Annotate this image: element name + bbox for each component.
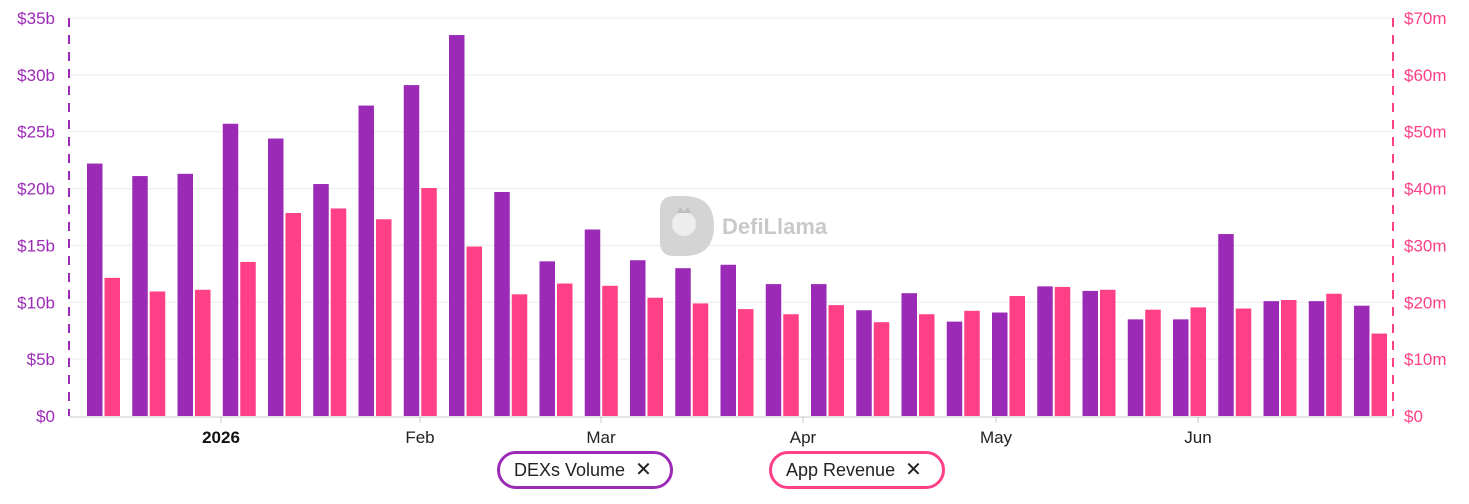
app-revenue-bar[interactable]: [1055, 287, 1071, 416]
dexs-volume-bar[interactable]: [449, 35, 465, 416]
dexs-volume-bar[interactable]: [540, 261, 556, 416]
left-tick-label: $20b: [17, 180, 55, 199]
right-tick-label: $40m: [1404, 180, 1447, 199]
left-tick-label: $15b: [17, 236, 55, 255]
legend-dexs-volume-label: DEXs Volume: [514, 460, 625, 481]
x-tick-label: Jun: [1184, 428, 1211, 447]
dexs-volume-bar[interactable]: [811, 284, 827, 416]
right-tick-label: $70m: [1404, 9, 1447, 28]
legend-dexs-volume-button[interactable]: DEXs Volume ✕: [497, 451, 673, 489]
dexs-volume-bar[interactable]: [585, 230, 601, 416]
right-tick-label: $0: [1404, 407, 1423, 426]
dexs-volume-bar[interactable]: [494, 192, 510, 416]
right-axis-ticks: $0 $10m $20m $30m $40m $50m $60m $70m: [1404, 9, 1447, 426]
dexs-volume-bar[interactable]: [268, 139, 284, 416]
right-tick-label: $60m: [1404, 66, 1447, 85]
app-revenue-bar[interactable]: [240, 262, 256, 416]
dexs-volume-bar[interactable]: [87, 164, 103, 416]
app-revenue-bar[interactable]: [150, 291, 166, 416]
dexs-volume-bar[interactable]: [947, 322, 963, 416]
dexs-volume-bar[interactable]: [1037, 286, 1053, 416]
defillama-watermark: DefiLlama: [660, 196, 828, 256]
left-tick-label: $30b: [17, 66, 55, 85]
app-revenue-bar[interactable]: [1372, 334, 1388, 416]
x-axis-ticks: 2026 Feb Mar Apr May Jun: [202, 417, 1212, 447]
x-tick-label: 2026: [202, 428, 240, 447]
dexs-volume-bar[interactable]: [1173, 319, 1189, 416]
app-revenue-bar[interactable]: [105, 278, 121, 416]
dexs-volume-bar[interactable]: [132, 176, 148, 416]
app-revenue-bar[interactable]: [1236, 309, 1252, 416]
app-revenue-bar[interactable]: [1010, 296, 1026, 416]
app-revenue-bar[interactable]: [1145, 310, 1161, 416]
dexs-volume-bar[interactable]: [1083, 291, 1099, 416]
left-tick-label: $25b: [17, 123, 55, 142]
dexs-volume-bar[interactable]: [1309, 301, 1325, 416]
app-revenue-bar[interactable]: [693, 303, 709, 416]
dexs-volume-bar[interactable]: [630, 260, 646, 416]
x-tick-label: Mar: [586, 428, 616, 447]
app-revenue-bar[interactable]: [421, 188, 437, 416]
dexs-volume-bar[interactable]: [992, 313, 1008, 416]
legend-app-revenue-button[interactable]: App Revenue ✕: [769, 451, 945, 489]
app-revenue-bar[interactable]: [874, 322, 890, 416]
app-revenue-bar[interactable]: [376, 219, 392, 416]
dexs-volume-bar[interactable]: [1128, 319, 1144, 416]
dexs-volume-bar[interactable]: [1218, 234, 1234, 416]
app-revenue-bar[interactable]: [195, 290, 211, 416]
app-revenue-bar[interactable]: [1191, 307, 1207, 416]
dexs-volume-bar[interactable]: [856, 310, 872, 416]
dexs-volume-bar[interactable]: [902, 293, 918, 416]
dexs-volume-bar[interactable]: [313, 184, 329, 416]
right-tick-label: $20m: [1404, 293, 1447, 312]
right-tick-label: $50m: [1404, 123, 1447, 142]
left-tick-label: $5b: [27, 350, 55, 369]
dexs-volume-bar[interactable]: [675, 268, 691, 416]
app-revenue-bar[interactable]: [648, 298, 664, 416]
dexs-volume-bar[interactable]: [178, 174, 194, 416]
app-revenue-bar[interactable]: [829, 305, 845, 416]
app-revenue-bar[interactable]: [512, 294, 528, 416]
right-tick-label: $10m: [1404, 350, 1447, 369]
left-tick-label: $10b: [17, 293, 55, 312]
dexs-volume-bar[interactable]: [1264, 301, 1280, 416]
legend-app-revenue-label: App Revenue: [786, 460, 895, 481]
dexs-volume-bar[interactable]: [223, 124, 239, 416]
app-revenue-bar[interactable]: [331, 208, 347, 416]
dexs-volume-bar[interactable]: [766, 284, 782, 416]
app-revenue-bar[interactable]: [1281, 300, 1297, 416]
app-revenue-bar[interactable]: [1326, 294, 1342, 416]
x-tick-label: Feb: [405, 428, 434, 447]
left-tick-label: $0: [36, 407, 55, 426]
llama-logo-icon: [660, 196, 714, 256]
dexs-volume-bar[interactable]: [359, 106, 375, 416]
app-revenue-bar[interactable]: [1100, 290, 1116, 416]
app-revenue-bar[interactable]: [557, 284, 573, 416]
app-revenue-bar[interactable]: [286, 213, 302, 416]
watermark-text: DefiLlama: [722, 214, 828, 239]
app-revenue-bar[interactable]: [783, 314, 799, 416]
app-revenue-bar[interactable]: [467, 247, 483, 416]
dexs-volume-bar[interactable]: [1354, 306, 1370, 416]
dexs-volume-bar[interactable]: [721, 265, 737, 416]
left-axis-ticks: $0 $5b $10b $15b $20b $25b $30b $35b: [17, 9, 55, 426]
dexs-volume-bar[interactable]: [404, 85, 420, 416]
app-revenue-bar[interactable]: [738, 309, 754, 416]
x-tick-label: May: [980, 428, 1013, 447]
remove-dexs-volume-icon[interactable]: ✕: [635, 460, 652, 480]
x-tick-label: Apr: [790, 428, 817, 447]
app-revenue-bar[interactable]: [964, 311, 980, 416]
app-revenue-bar[interactable]: [919, 314, 935, 416]
app-revenue-bar[interactable]: [602, 286, 618, 416]
left-tick-label: $35b: [17, 9, 55, 28]
remove-app-revenue-icon[interactable]: ✕: [905, 460, 922, 480]
right-tick-label: $30m: [1404, 236, 1447, 255]
